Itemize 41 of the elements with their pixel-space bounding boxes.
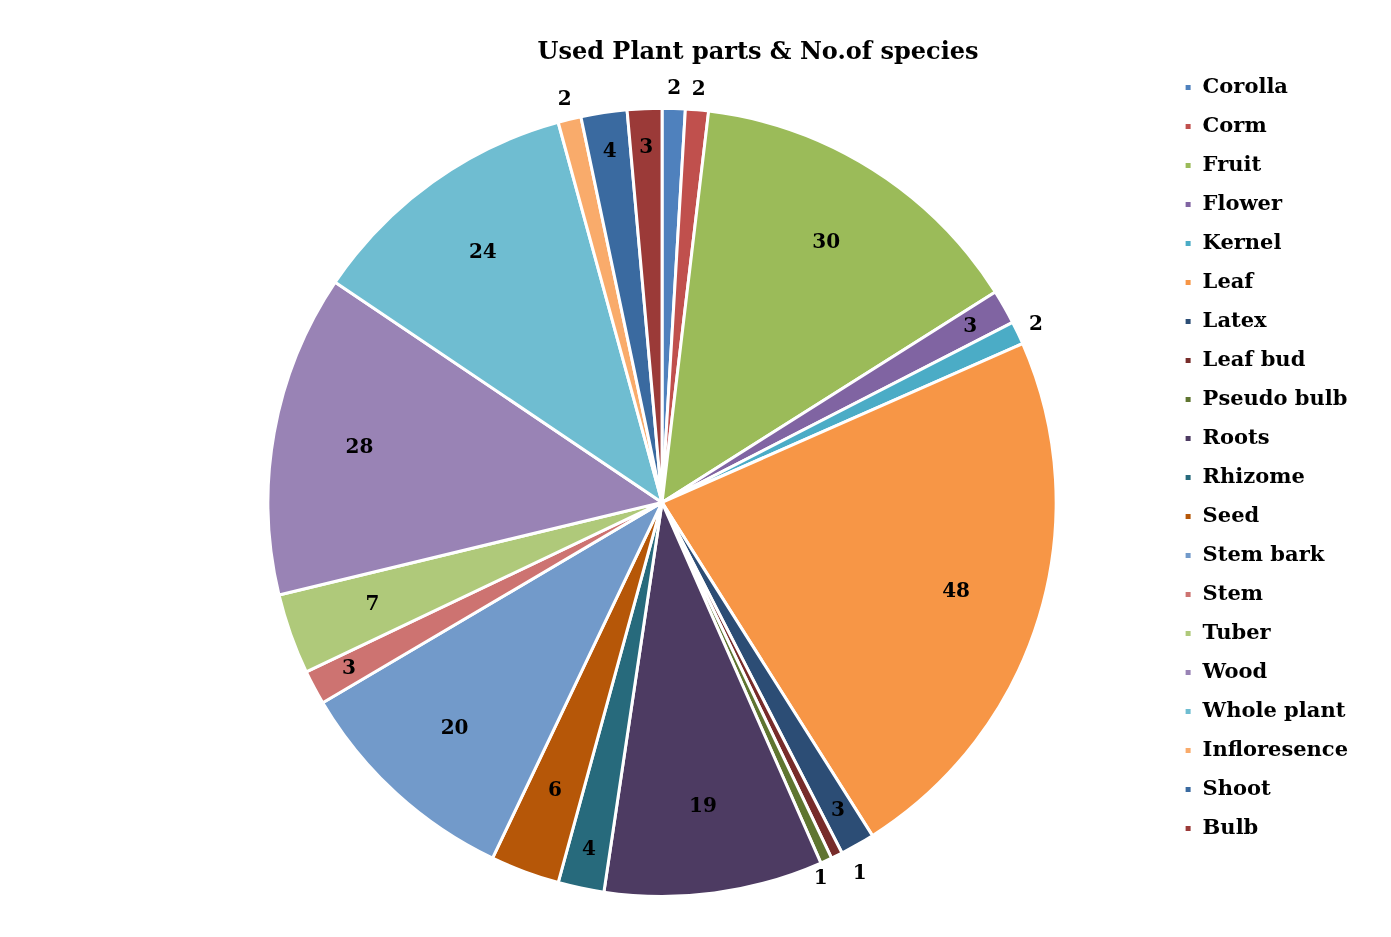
legend-label: Latex — [1202, 306, 1268, 332]
legend-label: Leaf — [1202, 267, 1256, 293]
data-label: 3 — [963, 312, 978, 337]
data-label: 30 — [812, 228, 841, 253]
legend-label: Fruit — [1202, 150, 1262, 176]
legend-label: Kernel — [1202, 228, 1282, 254]
legend-label: Seed — [1202, 501, 1260, 527]
legend-label: Rhizome — [1202, 462, 1305, 488]
data-label: 2 — [691, 76, 706, 101]
legend-label: Pseudo bulb — [1202, 384, 1348, 410]
legend-label: Flower — [1202, 189, 1283, 215]
legend-label: Corolla — [1202, 72, 1289, 98]
legend-label: Roots — [1202, 423, 1270, 449]
legend-label: Stem bark — [1202, 540, 1325, 566]
data-label: 48 — [942, 578, 970, 603]
data-label: 20 — [440, 715, 469, 740]
legend-label: Whole plant — [1201, 696, 1346, 722]
legend-label: Shoot — [1202, 774, 1272, 800]
chart-title: Used Plant parts & No.of species — [537, 35, 979, 65]
data-label: 3 — [830, 796, 845, 821]
legend-label: Bulb — [1202, 813, 1259, 839]
data-label: 19 — [689, 793, 717, 818]
legend-label: Tuber — [1202, 618, 1272, 644]
data-label: 7 — [365, 591, 380, 616]
data-label: 3 — [341, 655, 356, 680]
data-label: 6 — [548, 776, 562, 801]
data-label: 3 — [639, 134, 654, 159]
data-label: 1 — [852, 859, 867, 884]
legend-label: Corm — [1202, 111, 1267, 137]
data-label: 2 — [557, 86, 572, 111]
data-label: 2 — [667, 74, 682, 99]
data-label: 4 — [582, 835, 597, 860]
legend-label: Stem — [1202, 579, 1264, 605]
legend-label: Wood — [1201, 657, 1268, 683]
legend-label: Leaf bud — [1202, 345, 1306, 371]
data-label: 4 — [602, 137, 617, 162]
data-label: 2 — [1028, 310, 1043, 335]
data-label: 24 — [468, 238, 497, 263]
data-label: 1 — [813, 865, 828, 890]
legend-label: Infloresence — [1202, 735, 1348, 761]
data-label: 28 — [345, 434, 374, 459]
